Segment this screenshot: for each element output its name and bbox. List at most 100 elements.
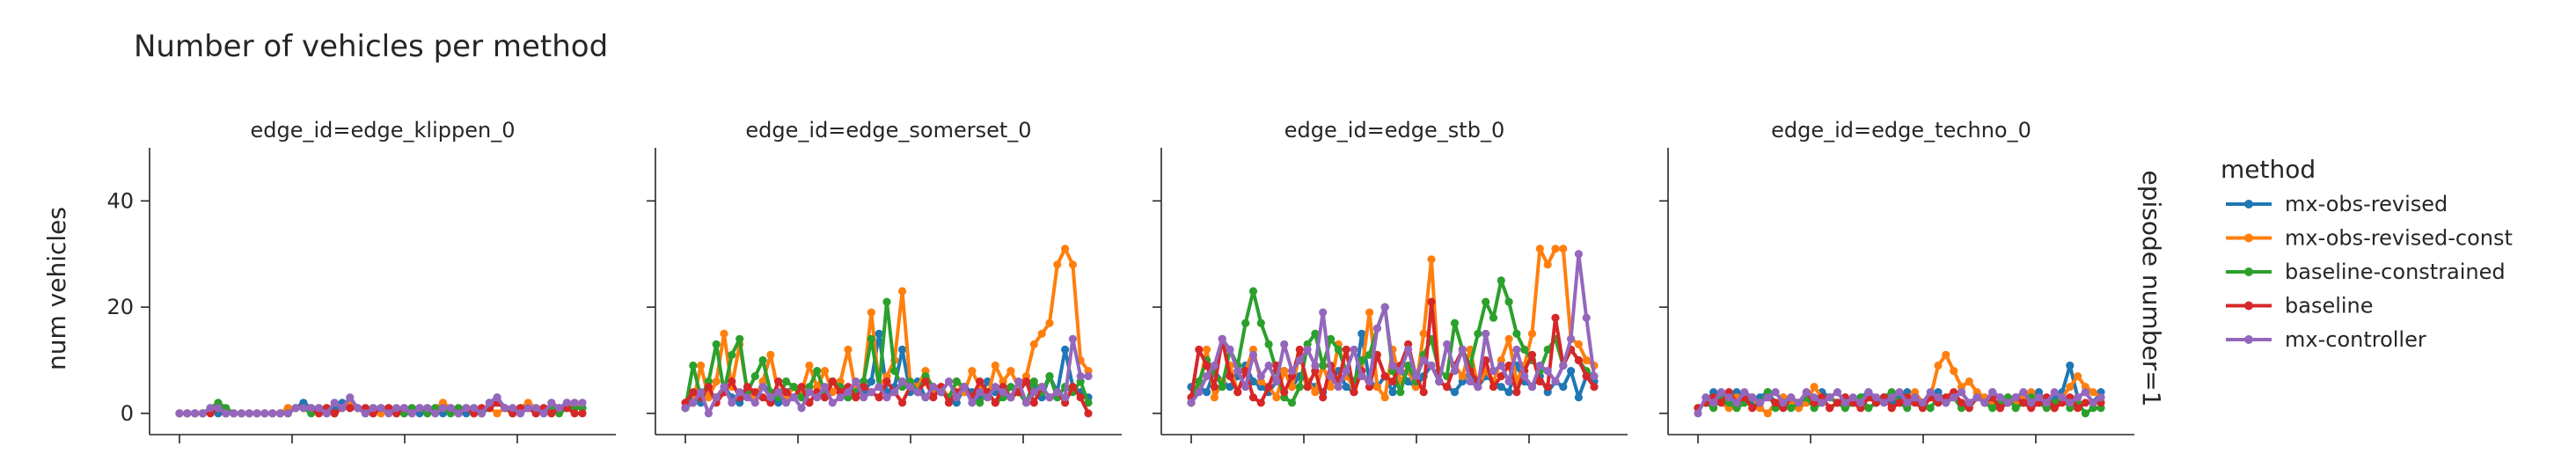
- data-point: [1006, 393, 1015, 402]
- data-point: [1567, 334, 1576, 343]
- data-point: [477, 409, 487, 418]
- data-point: [1319, 393, 1328, 402]
- data-point: [1567, 367, 1576, 376]
- data-point: [1504, 334, 1513, 343]
- data-point: [1972, 393, 1981, 402]
- data-point: [1045, 393, 1054, 402]
- data-point: [728, 377, 736, 386]
- data-point: [1404, 345, 1413, 354]
- data-point: [1489, 313, 1498, 322]
- data-point: [1590, 383, 1599, 391]
- data-point: [369, 404, 377, 413]
- data-point: [1716, 399, 1725, 407]
- data-point: [1740, 388, 1749, 397]
- data-point: [1404, 361, 1413, 370]
- data-point: [523, 404, 532, 413]
- data-point: [446, 404, 455, 413]
- data-point: [1826, 404, 1834, 413]
- data-point: [697, 361, 706, 370]
- data-point: [493, 409, 501, 418]
- data-point: [789, 393, 798, 402]
- data-point: [2074, 372, 2082, 381]
- data-point: [704, 393, 714, 402]
- data-point: [689, 361, 698, 370]
- data-point: [860, 383, 868, 391]
- data-point: [2019, 388, 2028, 397]
- data-point: [836, 393, 845, 402]
- data-point: [1787, 404, 1796, 413]
- data-point: [1342, 367, 1350, 376]
- data-point: [1520, 345, 1529, 354]
- facet-panels: edge_id=edge_klippen_002040edge_id=edge_…: [106, 118, 2134, 443]
- data-point: [1895, 399, 1904, 407]
- data-point: [268, 409, 277, 418]
- data-point: [1950, 393, 1958, 402]
- data-point: [913, 388, 922, 397]
- data-point: [423, 404, 432, 413]
- data-point: [1574, 340, 1583, 348]
- data-point: [813, 367, 822, 376]
- data-point: [820, 367, 830, 376]
- data-point: [1965, 377, 1973, 386]
- data-point: [1006, 383, 1015, 391]
- data-point: [1482, 329, 1490, 338]
- data-point: [547, 399, 556, 407]
- data-point: [1388, 388, 1397, 397]
- data-point: [346, 393, 355, 402]
- data-point: [1195, 377, 1204, 386]
- data-point: [968, 399, 977, 407]
- data-point: [1256, 372, 1265, 381]
- data-point: [1287, 383, 1297, 391]
- data-point: [1787, 393, 1796, 402]
- data-point: [1380, 303, 1389, 311]
- data-point: [562, 399, 572, 407]
- data-point: [1280, 367, 1289, 376]
- data-point: [1029, 399, 1038, 407]
- data-point: [867, 377, 876, 386]
- data-point: [1443, 340, 1452, 348]
- data-point: [1350, 345, 1358, 354]
- data-point: [1419, 355, 1428, 365]
- data-point: [1396, 388, 1405, 397]
- data-point: [198, 409, 207, 418]
- data-point: [2050, 404, 2059, 413]
- data-point: [1995, 404, 2005, 413]
- data-point: [539, 409, 548, 418]
- data-point: [999, 388, 1007, 397]
- data-point: [1226, 345, 1234, 354]
- data-point: [1295, 355, 1304, 365]
- data-point: [252, 409, 261, 418]
- data-point: [1427, 255, 1436, 264]
- data-point: [1084, 372, 1093, 381]
- data-point: [805, 361, 814, 370]
- data-point: [462, 404, 471, 413]
- facet-title: edge_id=edge_klippen_0: [251, 118, 516, 143]
- data-point: [828, 388, 837, 397]
- legend-swatch-marker: [2244, 301, 2253, 311]
- data-point: [991, 383, 999, 391]
- legend-item: mx-obs-revised: [2226, 192, 2448, 216]
- data-point: [1872, 393, 1881, 402]
- data-point: [898, 345, 907, 354]
- data-point: [338, 404, 347, 413]
- data-point: [1076, 393, 1085, 402]
- data-point: [1411, 372, 1420, 381]
- data-point: [206, 404, 215, 413]
- data-point: [299, 404, 308, 413]
- data-point: [1388, 361, 1397, 370]
- data-point: [1965, 399, 1973, 407]
- data-point: [898, 287, 907, 296]
- data-point: [1419, 388, 1428, 397]
- data-point: [1535, 361, 1544, 370]
- data-point: [1818, 399, 1826, 407]
- data-point: [828, 377, 837, 386]
- data-point: [1029, 377, 1038, 386]
- data-point: [361, 409, 370, 418]
- data-point: [890, 367, 899, 376]
- data-point: [1084, 399, 1093, 407]
- data-point: [2011, 404, 2020, 413]
- data-point: [1203, 388, 1211, 397]
- data-point: [1053, 260, 1062, 269]
- legend-label: mx-controller: [2285, 327, 2426, 352]
